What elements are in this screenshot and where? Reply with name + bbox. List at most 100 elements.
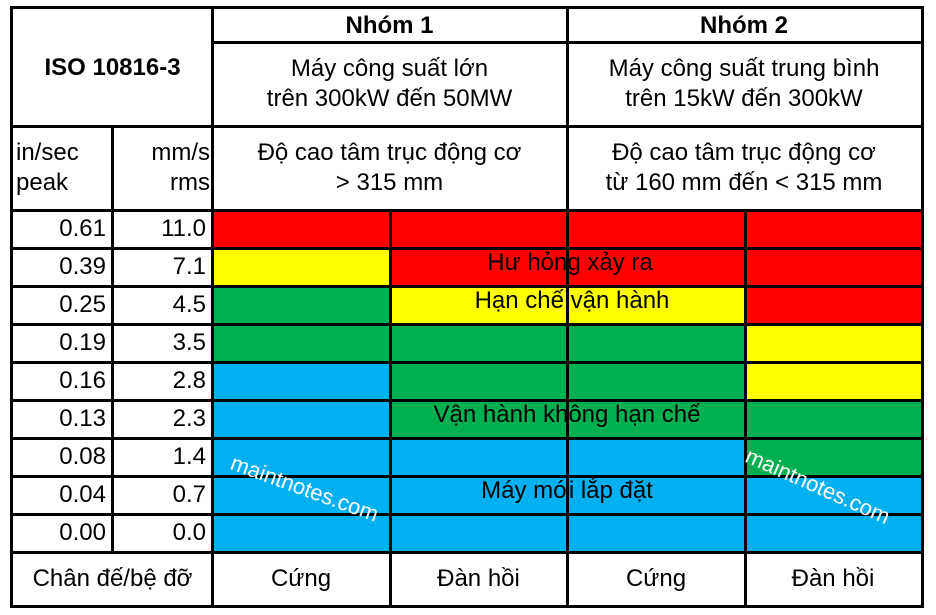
mm-s-value: 1.4 <box>172 443 206 470</box>
footer-g2-flexible: Đàn hồi <box>791 565 875 592</box>
group-2-machine-line2: trên 15kW đến 300kW <box>625 85 863 112</box>
zone-cell-red <box>390 210 567 248</box>
footer-g1-rigid: Cứng <box>270 565 332 592</box>
zone-cell-yellow <box>567 286 745 324</box>
grid-line <box>10 361 923 364</box>
in-sec-value: 0.61 <box>59 215 106 242</box>
grid-line <box>10 6 923 9</box>
zone-cell-red <box>212 210 390 248</box>
mm-s-value: 4.5 <box>172 291 206 318</box>
grid-line <box>744 210 747 606</box>
zone-cell-green <box>212 286 390 324</box>
zone-cell-blue <box>212 400 390 438</box>
unit-mm-s-line2: rms <box>170 169 210 196</box>
grid-line <box>10 209 923 212</box>
zone-label-unrestricted: Vận hành không hạn chế <box>433 401 701 428</box>
zone-cell-red <box>390 248 567 286</box>
grid-line <box>10 323 923 326</box>
mm-s-value: 3.5 <box>172 329 206 356</box>
zone-cell-green <box>567 362 745 400</box>
zone-cell-blue <box>390 476 567 514</box>
group-2-shaft-line2: từ 160 mm đến < 315 mm <box>605 169 883 196</box>
grid-line <box>389 210 392 606</box>
zone-cell-green <box>567 324 745 362</box>
grid-line <box>10 399 923 402</box>
zone-label-damage: Hư hỏng xảy ra <box>487 249 653 276</box>
mm-s-value: 0.0 <box>172 519 206 546</box>
unit-mm-s-header: mm/s rms <box>112 126 212 210</box>
zone-cell-blue <box>567 514 745 552</box>
zone-cell-green <box>390 324 567 362</box>
mm-s-value: 2.8 <box>172 367 206 394</box>
mm-s-value: 7.1 <box>172 253 206 280</box>
zone-cell-green <box>745 400 921 438</box>
zone-cell-green <box>745 438 921 476</box>
group-1-header: Nhóm 1 <box>345 11 434 39</box>
mm-s-value: 0.7 <box>172 481 206 508</box>
grid-line <box>10 6 13 608</box>
grid-line <box>10 125 923 128</box>
zone-cell-red <box>567 248 745 286</box>
group-1-shaft-height: Độ cao tâm trục động cơ > 315 mm <box>212 126 567 210</box>
zone-label-new-machine: Máy mới lắp đặt <box>481 477 653 504</box>
zone-cell-green <box>390 362 567 400</box>
zone-cell-red <box>745 210 921 248</box>
mm-s-value: 11.0 <box>161 215 206 242</box>
group-1-machine-line1: Máy công suất lớn <box>290 55 489 82</box>
grid-line <box>921 6 924 608</box>
zone-cell-blue <box>567 438 745 476</box>
grid-line <box>10 285 923 288</box>
grid-line <box>10 513 923 516</box>
zone-cell-red <box>745 248 921 286</box>
grid-line <box>211 6 214 608</box>
in-sec-value: 0.39 <box>59 253 106 280</box>
zone-cell-red <box>567 210 745 248</box>
group-2-header: Nhóm 2 <box>699 11 788 39</box>
grid-line <box>566 6 569 608</box>
zone-cell-yellow <box>212 248 390 286</box>
zone-cell-blue <box>212 362 390 400</box>
group-1-shaft-line1: Độ cao tâm trục động cơ <box>257 139 522 166</box>
in-sec-value: 0.19 <box>59 329 106 356</box>
zone-cell-blue <box>745 476 921 514</box>
in-sec-value: 0.25 <box>59 291 106 318</box>
group-2-shaft-line1: Độ cao tâm trục động cơ <box>612 139 876 166</box>
grid-line <box>111 126 114 552</box>
mm-s-value: 2.3 <box>172 405 206 432</box>
zone-cell-blue <box>212 476 390 514</box>
standard-title: ISO 10816-3 <box>44 53 181 81</box>
zone-cell-yellow <box>745 324 921 362</box>
zone-cell-blue <box>567 476 745 514</box>
in-sec-value: 0.08 <box>59 443 106 470</box>
group-1-shaft-line2: > 315 mm <box>335 169 444 196</box>
footer-g2-rigid: Cứng <box>625 565 687 592</box>
zone-cell-blue <box>390 514 567 552</box>
zone-cell-blue <box>212 438 390 476</box>
grid-line <box>10 605 923 608</box>
group-1-machine-class: Máy công suất lớn trên 300kW đến 50MW <box>212 42 567 126</box>
unit-mm-s-line1: mm/s <box>151 139 210 166</box>
zone-cell-yellow <box>745 362 921 400</box>
grid-line <box>10 247 923 250</box>
zone-cell-yellow <box>390 286 567 324</box>
zone-label-restricted: Hạn chế vận hành <box>474 287 670 314</box>
zone-cell-blue <box>390 438 567 476</box>
unit-in-sec-line2: peak <box>16 169 69 196</box>
in-sec-value: 0.00 <box>59 519 106 546</box>
unit-in-sec-line1: in/sec <box>16 139 79 166</box>
unit-in-sec-header: in/sec peak <box>14 126 112 210</box>
group-2-machine-line1: Máy công suất trung bình <box>608 55 880 82</box>
zone-cell-green <box>212 324 390 362</box>
group-2-shaft-height: Độ cao tâm trục động cơ từ 160 mm đến < … <box>567 126 921 210</box>
in-sec-value: 0.16 <box>59 367 106 394</box>
zone-cell-red <box>745 286 921 324</box>
zone-cell-green <box>390 400 567 438</box>
grid-line <box>10 437 923 440</box>
in-sec-value: 0.04 <box>59 481 106 508</box>
zone-cell-blue <box>212 514 390 552</box>
zone-cell-blue <box>745 514 921 552</box>
group-2-machine-class: Máy công suất trung bình trên 15kW đến 3… <box>567 42 921 126</box>
grid-line <box>10 551 923 554</box>
grid-line <box>10 475 923 478</box>
in-sec-value: 0.13 <box>59 405 106 432</box>
